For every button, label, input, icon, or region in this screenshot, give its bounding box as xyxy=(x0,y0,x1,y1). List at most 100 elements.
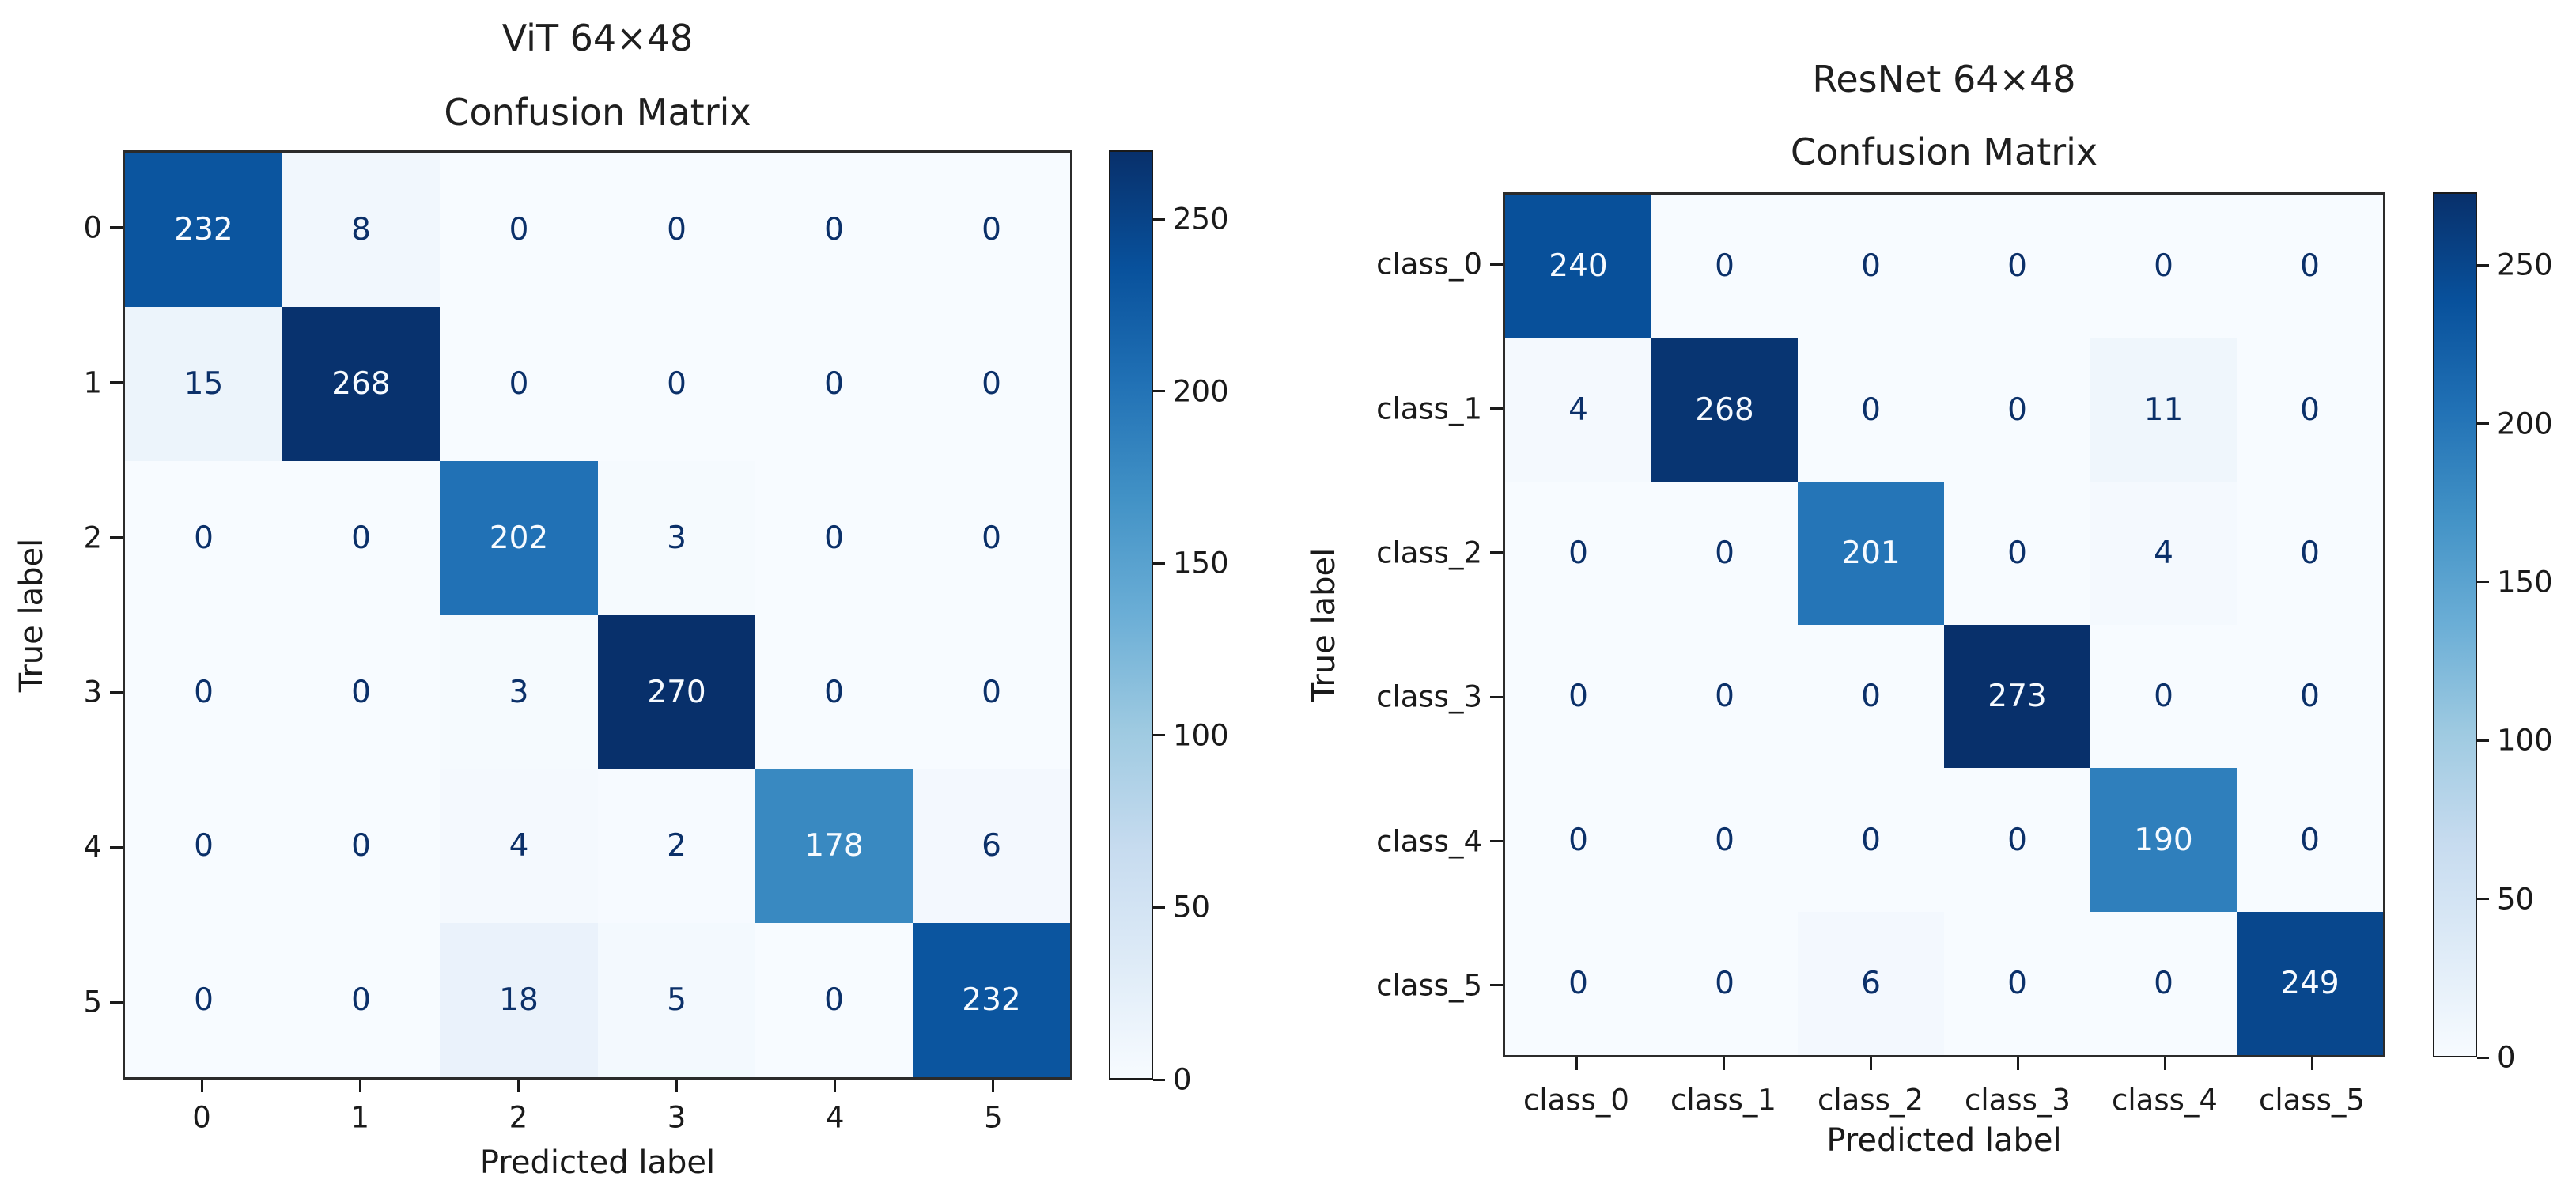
y-tick-mark xyxy=(1490,551,1503,554)
matrix-cell-r3c1: 0 xyxy=(282,615,440,769)
x-tick-label: 4 xyxy=(825,1100,845,1135)
matrix-cell-r0c3: 0 xyxy=(1944,195,2090,338)
cell-value: 0 xyxy=(509,366,529,402)
y-tick-mark xyxy=(1490,984,1503,987)
y-tick-label: 3 xyxy=(83,675,102,709)
colorbar-tick-mark xyxy=(1153,217,1165,221)
cell-value: 0 xyxy=(824,366,844,402)
matrix-cell-r4c4: 190 xyxy=(2090,768,2237,912)
cell-value: 0 xyxy=(351,982,371,1018)
x-tick-mark xyxy=(1869,1057,1872,1070)
cell-value: 0 xyxy=(667,366,687,402)
cell-value: 270 xyxy=(647,674,706,710)
matrix-cell-r2c3: 3 xyxy=(598,461,755,615)
axes-title: Confusion Matrix xyxy=(1790,130,2098,173)
matrix-cell-r5c0: 0 xyxy=(1505,912,1651,1055)
matrix-cell-r3c4: 0 xyxy=(2090,625,2237,768)
matrix-cell-r5c5: 249 xyxy=(2237,912,2383,1055)
cell-value: 2 xyxy=(667,828,687,864)
cell-value: 0 xyxy=(1568,679,1588,714)
cell-value: 0 xyxy=(2300,822,2320,858)
y-tick-label: class_0 xyxy=(1376,247,1482,282)
x-axis-label: Predicted label xyxy=(479,1144,716,1181)
cell-value: 15 xyxy=(183,366,224,402)
colorbar-tick-label: 50 xyxy=(1173,890,1211,925)
cell-value: 0 xyxy=(194,520,214,556)
cell-value: 0 xyxy=(2007,822,2027,858)
cell-value: 0 xyxy=(982,366,1001,402)
x-tick-mark xyxy=(2016,1057,2019,1070)
colorbar-tick-label: 200 xyxy=(2497,407,2553,441)
x-tick-label: 3 xyxy=(667,1100,687,1135)
matrix-cell-r4c5: 6 xyxy=(913,769,1070,923)
colorbar-tick-label: 200 xyxy=(1173,374,1229,409)
panel-suptitle: ViT 64×48 xyxy=(501,17,694,59)
matrix-cell-r5c3: 0 xyxy=(1944,912,2090,1055)
matrix-cell-r2c1: 0 xyxy=(282,461,440,615)
matrix-cell-r4c1: 0 xyxy=(1651,768,1798,912)
x-tick-mark xyxy=(516,1080,520,1092)
cell-value: 0 xyxy=(1861,391,1881,428)
x-tick-label: class_1 xyxy=(1670,1083,1776,1118)
cell-value: 232 xyxy=(174,212,233,248)
colorbar-tick-mark xyxy=(2477,422,2489,426)
colorbar-tick-mark xyxy=(2477,581,2489,584)
matrix-cell-r5c1: 0 xyxy=(1651,912,1798,1055)
colorbar-tick-label: 100 xyxy=(1173,718,1229,753)
matrix-cell-r3c5: 0 xyxy=(2237,625,2383,768)
colorbar-tick-label: 150 xyxy=(2497,565,2553,600)
matrix-cell-r1c4: 11 xyxy=(2090,338,2237,482)
matrix-cell-r3c5: 0 xyxy=(913,615,1070,769)
cell-value: 0 xyxy=(2154,248,2173,284)
x-tick-mark xyxy=(834,1080,837,1092)
cell-value: 0 xyxy=(194,982,214,1018)
matrix-cell-r5c5: 232 xyxy=(913,923,1070,1077)
y-tick-mark xyxy=(1490,840,1503,842)
matrix-cell-r1c4: 0 xyxy=(755,307,913,461)
x-tick-label: 2 xyxy=(509,1100,528,1135)
y-tick-label: class_3 xyxy=(1376,679,1482,714)
cell-value: 0 xyxy=(1861,248,1881,284)
matrix-cell-r0c1: 0 xyxy=(1651,195,1798,338)
matrix-cell-r1c5: 0 xyxy=(2237,338,2383,482)
colorbar-tick-mark xyxy=(1153,1078,1165,1081)
cell-value: 0 xyxy=(351,520,371,556)
colorbar-tick-label: 150 xyxy=(1173,546,1229,581)
y-tick-mark xyxy=(110,690,123,694)
matrix-cell-r2c5: 0 xyxy=(913,461,1070,615)
cell-value: 0 xyxy=(1715,966,1734,1001)
cell-value: 3 xyxy=(667,520,687,556)
heatmap-axes: 232 8 0 0 0 0 15 268 0 0 0 0 0 0 202 3 0 0 0 0 3 270 0 0 0 0 4 2 178… xyxy=(123,150,1072,1080)
matrix-cell-r3c2: 3 xyxy=(440,615,598,769)
matrix-cell-r4c4: 178 xyxy=(755,769,913,923)
cell-value: 0 xyxy=(1861,822,1881,858)
cell-value: 6 xyxy=(1861,966,1881,1001)
matrix-cell-r2c5: 0 xyxy=(2237,482,2383,625)
matrix-cell-r1c1: 268 xyxy=(282,307,440,461)
colorbar-tick-mark xyxy=(1153,734,1165,737)
matrix-cell-r5c4: 0 xyxy=(2090,912,2237,1055)
x-tick-mark xyxy=(992,1080,995,1092)
x-tick-mark xyxy=(200,1080,203,1092)
matrix-cell-r4c2: 0 xyxy=(1798,768,1944,912)
matrix-cell-r4c5: 0 xyxy=(2237,768,2383,912)
x-tick-mark xyxy=(2163,1057,2166,1070)
matrix-cell-r0c5: 0 xyxy=(2237,195,2383,338)
colorbar-tick-label: 0 xyxy=(2497,1040,2516,1075)
cell-value: 4 xyxy=(509,828,529,864)
matrix-cell-r1c3: 0 xyxy=(1944,338,2090,482)
matrix-cell-r3c0: 0 xyxy=(1505,625,1651,768)
matrix-cell-r5c0: 0 xyxy=(125,923,282,1077)
cell-value: 0 xyxy=(2300,679,2320,714)
cell-value: 0 xyxy=(824,520,844,556)
x-axis-label: Predicted label xyxy=(1826,1122,2062,1159)
matrix-cell-r2c3: 0 xyxy=(1944,482,2090,625)
matrix-cell-r1c1: 268 xyxy=(1651,338,1798,482)
cell-value: 0 xyxy=(194,674,214,710)
cell-value: 0 xyxy=(2007,248,2027,284)
cell-value: 0 xyxy=(2007,535,2027,571)
matrix-cell-r2c0: 0 xyxy=(1505,482,1651,625)
cell-value: 190 xyxy=(2134,822,2193,858)
cell-value: 0 xyxy=(982,520,1001,556)
colorbar-tick-mark xyxy=(1153,390,1165,393)
